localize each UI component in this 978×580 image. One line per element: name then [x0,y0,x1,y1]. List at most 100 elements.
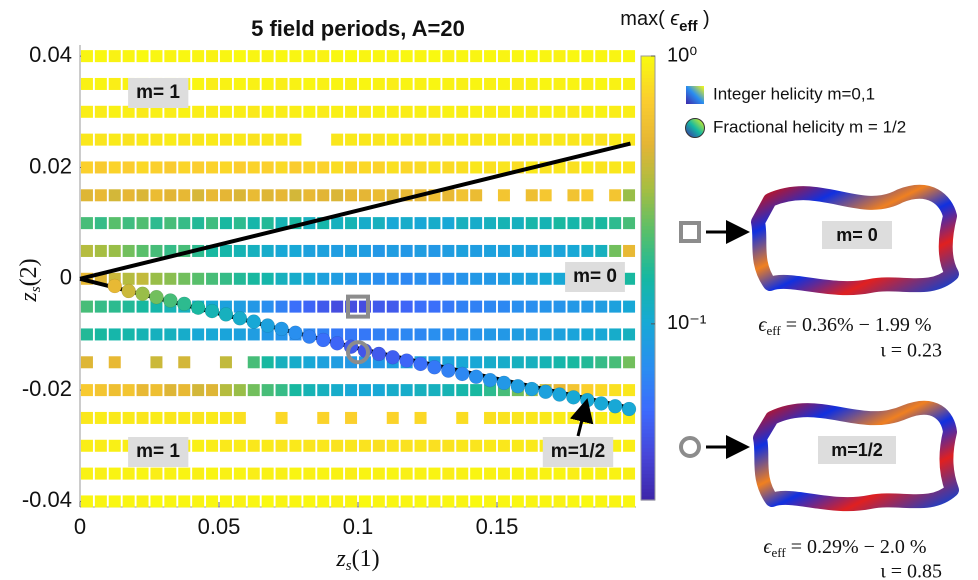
circle-point [288,325,303,341]
cell [289,272,302,285]
cell [331,439,344,452]
cell [289,189,302,202]
colorbar-slice [641,252,655,257]
colorbar-label: max( ϵeff ) [620,8,709,35]
cell [581,161,594,174]
cell [553,77,566,90]
cell [247,161,260,174]
cell [289,439,302,452]
cell [595,411,608,424]
cell [414,77,427,90]
colorbar-slice [641,67,655,72]
cell [358,384,371,397]
cell [470,217,483,230]
x-tick-label: 0 [74,514,86,539]
cell [219,50,232,63]
annotation-box [128,78,189,108]
label-sub: s [28,286,44,292]
colorbar-slice [641,400,655,405]
cell [331,495,344,508]
cell [219,328,232,341]
cell [609,467,622,480]
label-main: max( [620,8,670,30]
cell [122,384,135,397]
cell [442,105,455,118]
colorbar-slice [641,207,655,212]
circle-point [510,378,526,394]
cell [261,133,274,146]
cell [581,133,594,146]
cell [497,272,510,285]
cell [108,495,121,508]
cell [303,189,316,202]
cell [581,244,594,257]
colorbar-slice [641,278,655,283]
cell [539,411,552,424]
cell [484,50,497,63]
cell [456,411,469,424]
colorbar-slice [641,263,655,268]
cell [122,300,135,313]
cell [497,189,510,202]
colorbar-slice [641,448,655,453]
colorbar-slice [641,300,655,305]
cell [122,272,135,285]
cell [553,272,566,285]
cell [331,77,344,90]
cell [289,133,302,146]
cell [456,244,469,257]
cell [511,161,524,174]
cell [470,133,483,146]
cell [553,217,566,230]
cell [80,105,93,118]
cell [80,356,93,369]
cell [470,467,483,480]
cell [192,189,205,202]
cell [122,244,135,257]
cell [136,161,149,174]
colorbar-slice [641,233,655,238]
cell [317,272,330,285]
cell [192,495,205,508]
colorbar-slice [641,229,655,235]
cell [122,105,135,118]
cell [345,384,358,397]
cell [150,272,163,285]
cell [623,217,636,230]
cell [233,217,246,230]
colorbar-slice [641,141,655,146]
legend-marker [685,118,705,138]
colorbar-slice [641,333,655,338]
cell [386,161,399,174]
cell [372,439,385,452]
cell [122,161,135,174]
eps-range: = 0.36% − 1.99 % [781,314,932,336]
circle-point [302,329,317,344]
cell [331,272,344,285]
cell [470,50,483,63]
y-tick-label: 0.04 [29,42,72,67]
cell [400,300,413,313]
cell [192,272,205,285]
cell [372,467,385,480]
cell [233,161,246,174]
colorbar-slice [641,192,655,198]
y-tick-label: -0.02 [22,376,72,401]
cell [331,189,344,202]
cell [94,50,107,63]
cell [164,161,177,174]
circle-point [232,311,248,326]
colorbar-slice [641,292,655,298]
cell [553,495,566,508]
cell [331,300,344,313]
cell [261,300,274,313]
cell [192,133,205,146]
cell [567,50,580,63]
circle-point [566,390,581,405]
cell [150,105,163,118]
cell [511,217,524,230]
cell [497,300,510,313]
colorbar-slice [641,418,655,423]
cell [233,189,246,202]
cell [428,384,441,397]
